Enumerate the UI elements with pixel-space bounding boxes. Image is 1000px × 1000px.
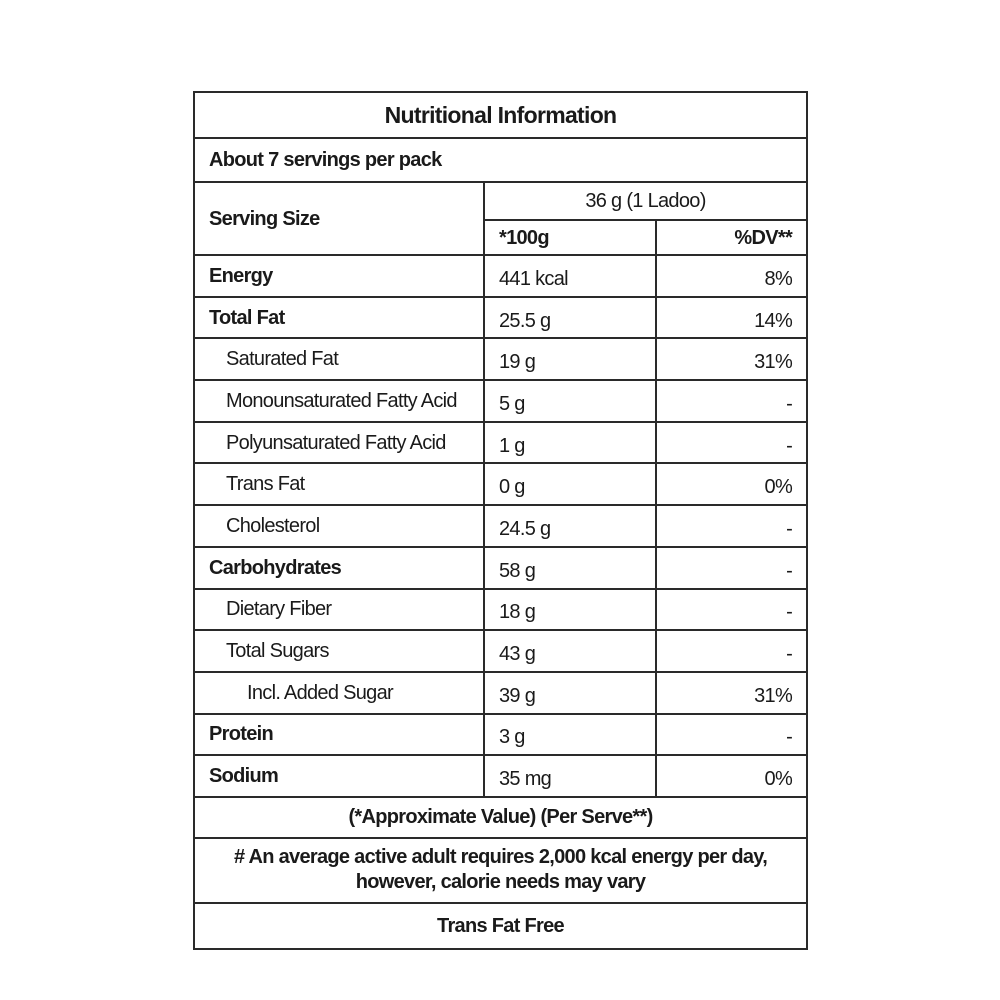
nutrient-dv: - [654, 712, 809, 757]
nutrient-name: Sodium [193, 754, 485, 798]
table-title: Nutritional Information [192, 91, 809, 139]
table-row: Incl. Added Sugar 39 g 31% [193, 670, 809, 715]
nutrient-name: Carbohydrates [193, 545, 485, 590]
nutrient-value: 3 g [483, 712, 657, 757]
nutrient-value: 35 mg [483, 754, 657, 798]
nutrient-name: Dietary Fiber [193, 587, 485, 632]
nutrient-name: Polyunsaturated Fatty Acid [193, 420, 485, 465]
column-header-dv: %DV** [654, 219, 809, 256]
nutrition-table: Nutritional Information About 7 servings… [192, 91, 809, 950]
table-row: Energy 441 kcal 8% [193, 254, 809, 298]
nutrient-dv: - [654, 504, 809, 548]
table-row: Protein 3 g- [193, 712, 809, 757]
footnote: (*Approximate Value) (Per Serve**) [192, 795, 809, 839]
nutrient-value: 58 g [483, 545, 657, 590]
table-row: Cholesterol 24.5 g- [193, 504, 809, 548]
serving-size-label: Serving Size [193, 181, 485, 256]
nutrient-dv: 31% [654, 337, 809, 382]
energy-note-line-1: # An average active adult requires 2,000… [233, 846, 768, 869]
nutrient-name: Trans Fat [193, 462, 485, 507]
nutrient-dv: - [654, 379, 809, 423]
nutrient-value: 18 g [483, 587, 657, 632]
nutrient-dv: - [654, 420, 809, 465]
table-row: Sodium 35 mg 0% [193, 754, 809, 798]
table-row: Monounsaturated Fatty Acid 5 g- [193, 379, 809, 423]
nutrient-name: Monounsaturated Fatty Acid [193, 379, 485, 423]
nutrient-dv: - [654, 629, 809, 673]
nutrient-dv: 31% [654, 670, 809, 715]
energy-note: # An average active adult requires 2,000… [192, 836, 809, 904]
column-header-per-100g: *100g [483, 219, 657, 256]
nutrient-value: 0 g [483, 462, 657, 507]
nutrient-dv: - [654, 545, 809, 590]
nutrient-name: Cholesterol [193, 504, 485, 548]
trans-fat-free-claim: Trans Fat Free [192, 901, 809, 950]
table-row: Trans Fat 0 g 0% [193, 462, 809, 507]
energy-note-line-2: however, calorie needs may vary [355, 871, 646, 894]
nutrient-dv: 0% [654, 462, 809, 507]
nutrient-value: 19 g [483, 337, 657, 382]
nutrient-name: Incl. Added Sugar [193, 670, 485, 715]
nutrient-name: Saturated Fat [193, 337, 485, 382]
nutrient-name: Total Fat [193, 295, 485, 340]
servings-per-pack: About 7 servings per pack [192, 137, 809, 183]
table-row: Saturated Fat 19 g 31% [193, 337, 809, 382]
table-row: Polyunsaturated Fatty Acid 1 g- [193, 420, 809, 465]
nutrient-value: 25.5 g [483, 295, 657, 340]
nutrient-value: 43 g [483, 629, 657, 673]
nutrient-name: Protein [193, 712, 485, 757]
table-row: Total Sugars 43 g- [193, 629, 809, 673]
nutrient-name: Total Sugars [193, 629, 485, 673]
nutrient-value: 39 g [483, 670, 657, 715]
serving-size-value: 36 g (1 Ladoo) [482, 181, 809, 221]
table-row: Carbohydrates 58 g- [193, 545, 809, 590]
nutrient-dv: 8% [654, 254, 809, 298]
nutrient-value: 5 g [483, 379, 657, 423]
nutrient-dv: - [654, 587, 809, 632]
nutrient-dv: 14% [654, 295, 809, 340]
nutrient-name: Energy [193, 254, 485, 298]
nutrient-dv: 0% [654, 754, 809, 798]
nutrient-value: 1 g [483, 420, 657, 465]
nutrient-value: 441 kcal [483, 254, 657, 298]
table-row: Dietary Fiber 18 g- [193, 587, 809, 632]
table-row: Total Fat 25.5 g 14% [193, 295, 809, 340]
nutrient-value: 24.5 g [483, 504, 657, 548]
